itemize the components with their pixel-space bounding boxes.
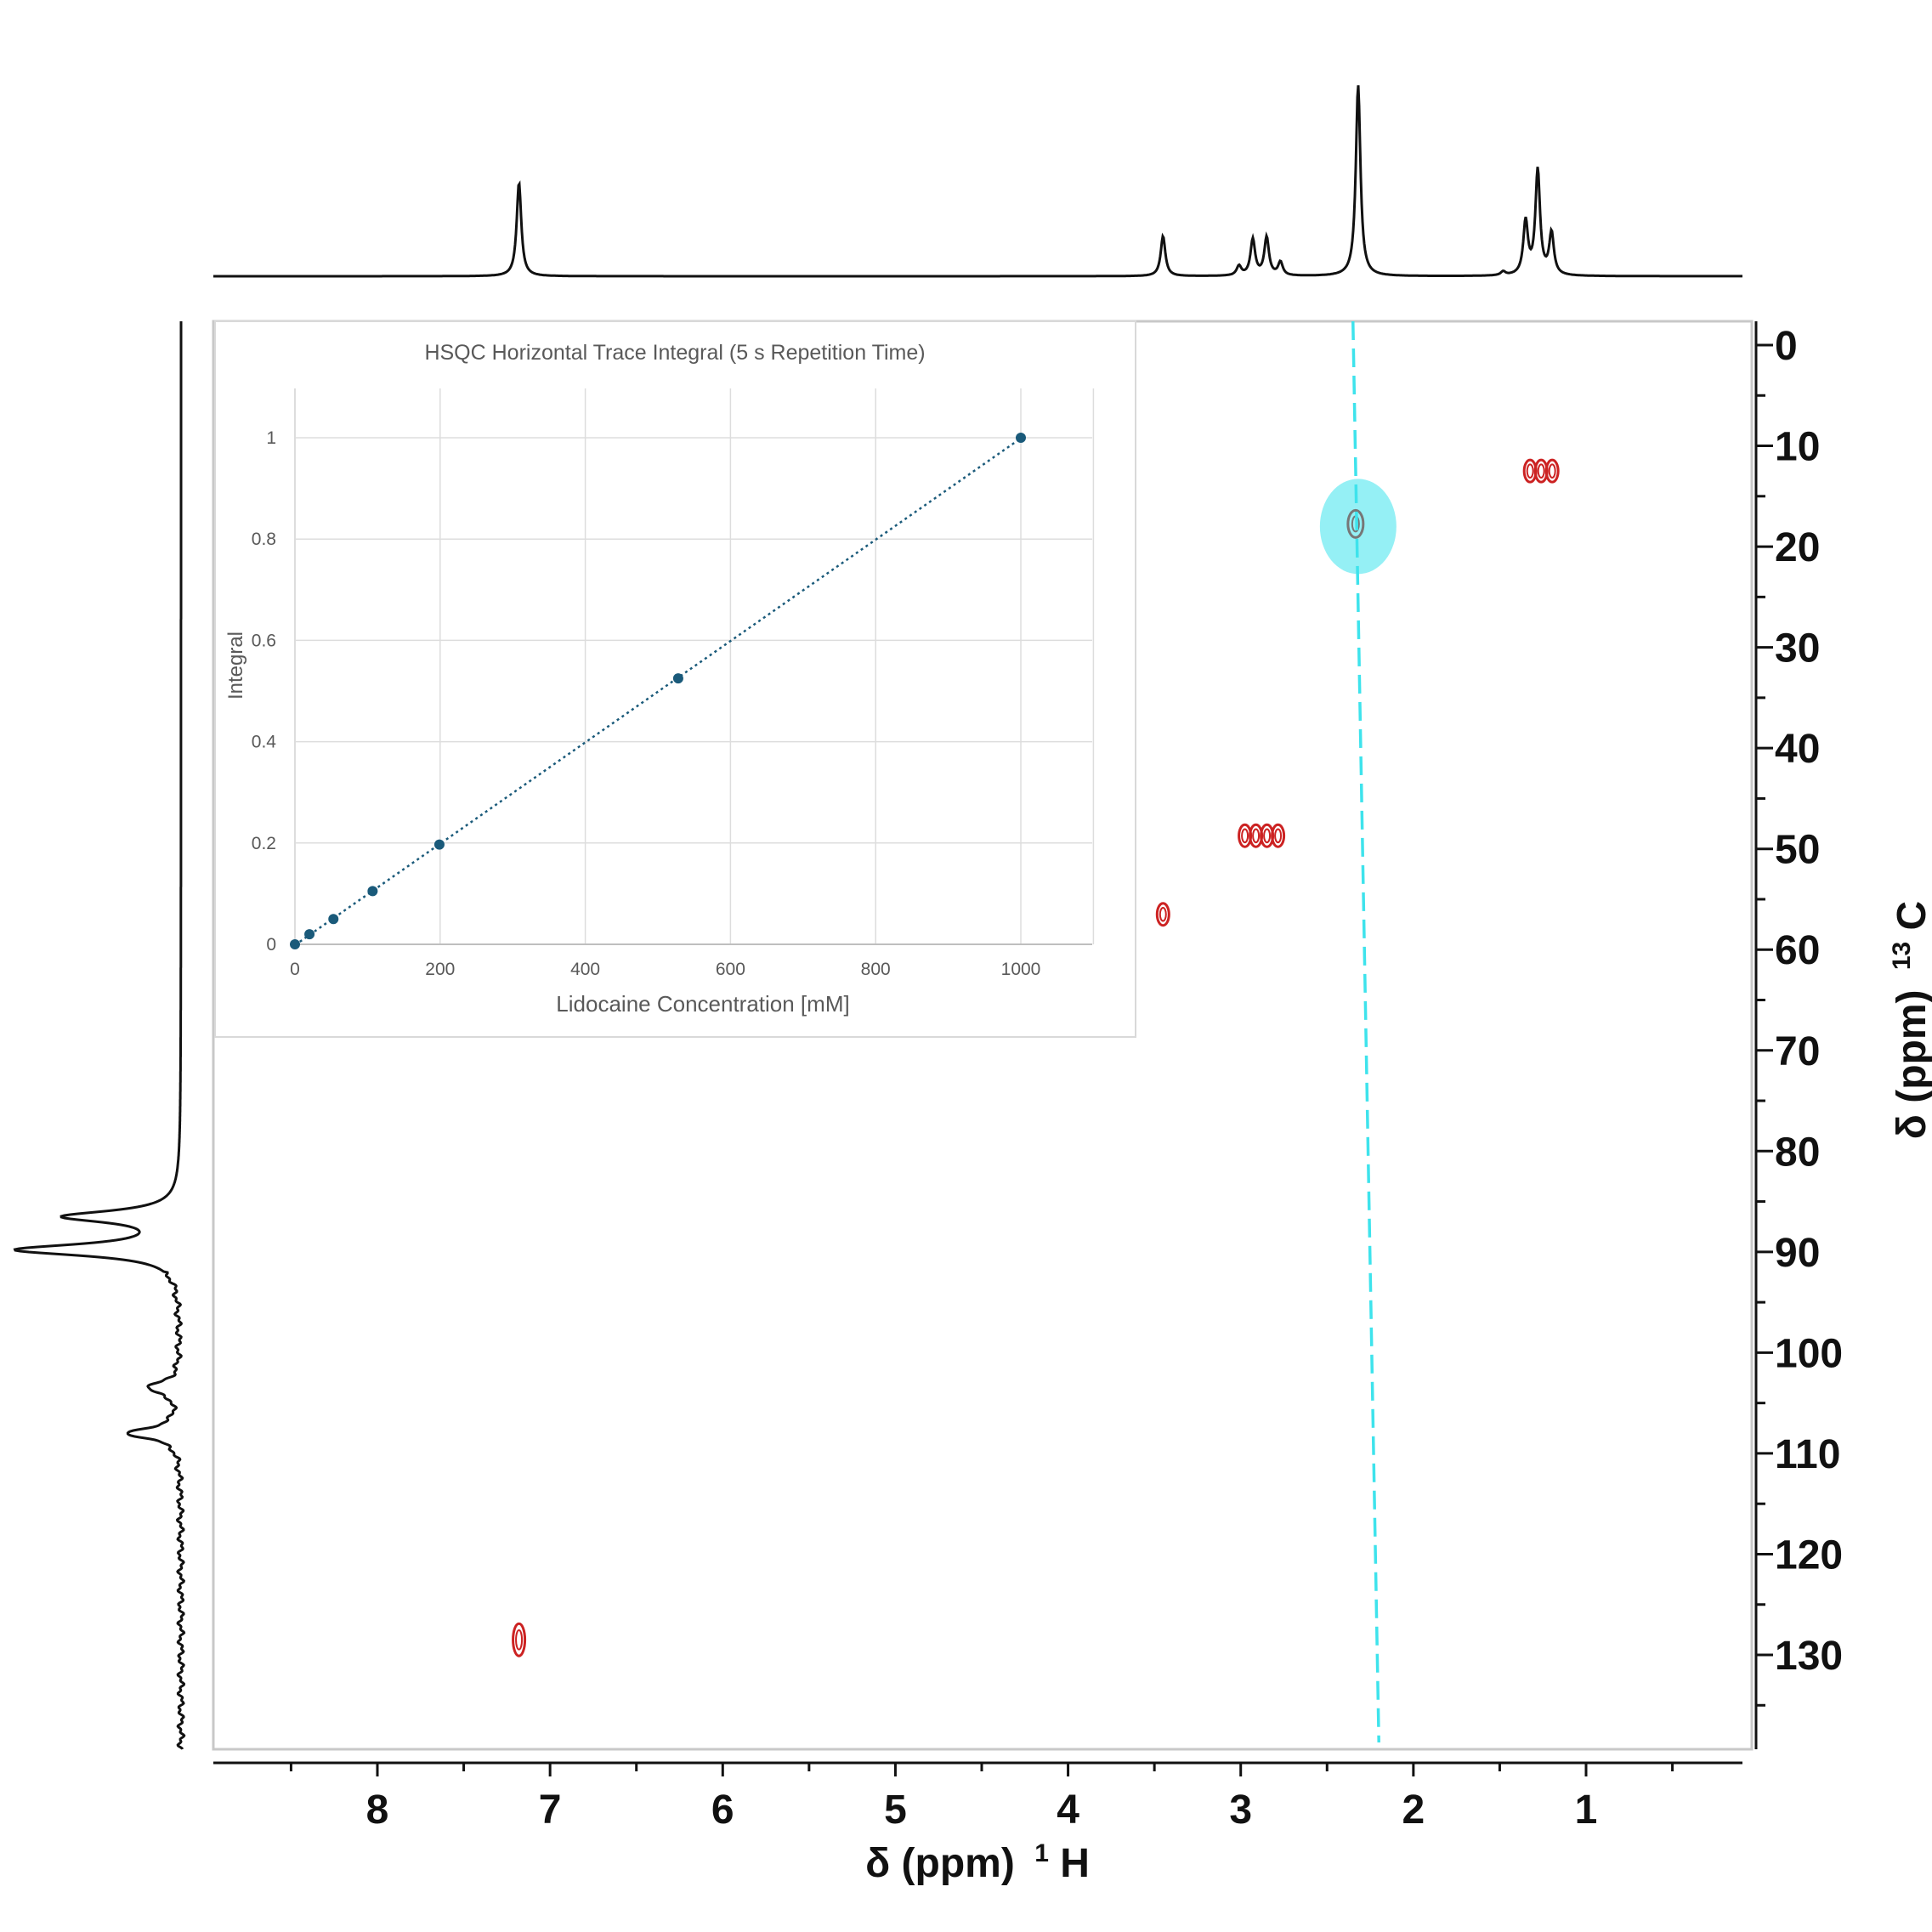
inset-y-tick-0: 0 bbox=[266, 935, 276, 955]
inset-data-point-1 bbox=[304, 929, 315, 940]
carbon-tick-label-100: 100 bbox=[1775, 1331, 1843, 1376]
proton-axis-mass: 1 bbox=[1034, 1839, 1049, 1867]
carbon-axis-mass: 13 bbox=[1888, 942, 1916, 970]
proton-tick-label-5: 5 bbox=[884, 1788, 907, 1833]
cross-peak-contour-inner-4-1 bbox=[1537, 463, 1545, 479]
inset-data-point-2 bbox=[328, 914, 339, 925]
proton-projection-trace bbox=[213, 85, 1742, 278]
carbon-tick-label-50: 50 bbox=[1775, 828, 1820, 873]
proton-tick-label-3: 3 bbox=[1229, 1788, 1252, 1833]
inset-x-tick-600: 600 bbox=[716, 960, 745, 979]
carbon-axis: 0 10 20 30 40 50 60 70 80 90 100 110 120 130 bbox=[1754, 321, 1843, 1749]
inset-data-point-6 bbox=[1016, 433, 1026, 443]
inset-gridlines bbox=[294, 388, 1095, 945]
inset-y-tick-0.8: 0.8 bbox=[252, 530, 276, 549]
carbon-tick-label-120: 120 bbox=[1775, 1533, 1843, 1578]
cursor-line-group bbox=[1351, 320, 1380, 1743]
inset-y-tick-1: 1 bbox=[266, 428, 276, 448]
proton-axis-nucleus: H bbox=[1060, 1841, 1090, 1886]
inset-x-tick-400: 400 bbox=[570, 960, 600, 979]
inset-data-points bbox=[290, 433, 1026, 949]
cross-peak-contour-inner-2-3 bbox=[1274, 828, 1283, 844]
cross-peak-contour-inner-4-0 bbox=[1526, 463, 1534, 479]
proton-tick-label-8: 8 bbox=[366, 1788, 389, 1833]
inset-y-tick-0.2: 0.2 bbox=[252, 834, 276, 853]
carbon-axis-nucleus: C bbox=[1890, 901, 1932, 931]
carbon-tick-label-90: 90 bbox=[1775, 1231, 1820, 1276]
cross-peak-contour-1-0 bbox=[1155, 902, 1170, 927]
inset-x-axis-title: Lidocaine Concentration [mM] bbox=[556, 991, 849, 1017]
inset-data-point-5 bbox=[672, 673, 683, 684]
carbon-tick-label-0: 0 bbox=[1775, 324, 1798, 369]
carbon-tick-label-70: 70 bbox=[1775, 1029, 1820, 1074]
carbon-tick-label-80: 80 bbox=[1775, 1130, 1820, 1175]
carbon-tick-label-130: 130 bbox=[1775, 1634, 1843, 1679]
inset-data-point-0 bbox=[290, 939, 300, 949]
proton-axis-title: δ (ppm) 1 H bbox=[865, 1826, 1090, 1886]
carbon-axis-label: δ (ppm) bbox=[1890, 990, 1932, 1140]
inset-data-point-4 bbox=[433, 839, 445, 850]
cross-peak-contour-inner-2-1 bbox=[1252, 828, 1261, 844]
inset-y-axis-title: Integral bbox=[224, 632, 247, 700]
inset-x-tick-1000: 1000 bbox=[1001, 960, 1041, 979]
cross-peak-contour-inner-0-0 bbox=[515, 1629, 524, 1651]
cursor-line bbox=[1351, 320, 1380, 1743]
inset-x-tick-200: 200 bbox=[425, 960, 455, 979]
inset-y-tick-0.6: 0.6 bbox=[252, 631, 276, 650]
cross-peak-contour-inner-4-2 bbox=[1548, 463, 1556, 479]
cross-peak-contour-4-2 bbox=[1544, 458, 1560, 484]
carbon-tick-label-60: 60 bbox=[1775, 928, 1820, 973]
carbon-tick-label-30: 30 bbox=[1775, 626, 1820, 671]
proton-axis: 8 7 6 5 4 3 2 1 bbox=[213, 1761, 1742, 1833]
highlighted-peak-contour bbox=[1346, 508, 1365, 539]
carbon-tick-label-20: 20 bbox=[1775, 525, 1820, 570]
carbon-projection-trace bbox=[13, 321, 186, 1750]
proton-axis-label: δ (ppm) bbox=[865, 1841, 1015, 1886]
carbon-axis-title: δ (ppm) 13 C bbox=[1874, 901, 1932, 1139]
inset-x-tick-0: 0 bbox=[290, 960, 300, 979]
carbon-tick-label-110: 110 bbox=[1775, 1432, 1840, 1477]
proton-tick-label-6: 6 bbox=[711, 1788, 734, 1833]
calibration-inset: HSQC Horizontal Trace Integral (5 s Repe… bbox=[214, 320, 1136, 1038]
inset-x-tick-800: 800 bbox=[861, 960, 891, 979]
inset-y-tick-0.4: 0.4 bbox=[252, 733, 277, 752]
inset-trendline bbox=[294, 437, 1022, 946]
cross-peak-contour-inner-2-2 bbox=[1263, 828, 1272, 844]
cross-peak-contour-0-0 bbox=[512, 1622, 527, 1657]
proton-tick-label-2: 2 bbox=[1402, 1788, 1425, 1833]
cross-peak-contour-inner-2-0 bbox=[1241, 828, 1249, 844]
cross-peak-contour-2-3 bbox=[1271, 823, 1286, 848]
carbon-projection-line bbox=[13, 321, 186, 1750]
proton-projection-line bbox=[213, 85, 1742, 278]
carbon-tick-label-40: 40 bbox=[1775, 727, 1820, 772]
proton-tick-label-1: 1 bbox=[1575, 1788, 1598, 1833]
cross-peak-contour-inner-1-0 bbox=[1159, 906, 1167, 922]
proton-tick-label-4: 4 bbox=[1057, 1788, 1079, 1833]
inset-data-point-3 bbox=[367, 886, 378, 897]
proton-tick-label-7: 7 bbox=[539, 1788, 562, 1833]
inset-title: HSQC Horizontal Trace Integral (5 s Repe… bbox=[424, 341, 925, 365]
carbon-tick-label-10: 10 bbox=[1775, 425, 1820, 470]
inset-tick-labels: 0 200 400 600 800 1000 0 0.2 0.4 0.6 0.8 1 bbox=[252, 428, 1041, 979]
